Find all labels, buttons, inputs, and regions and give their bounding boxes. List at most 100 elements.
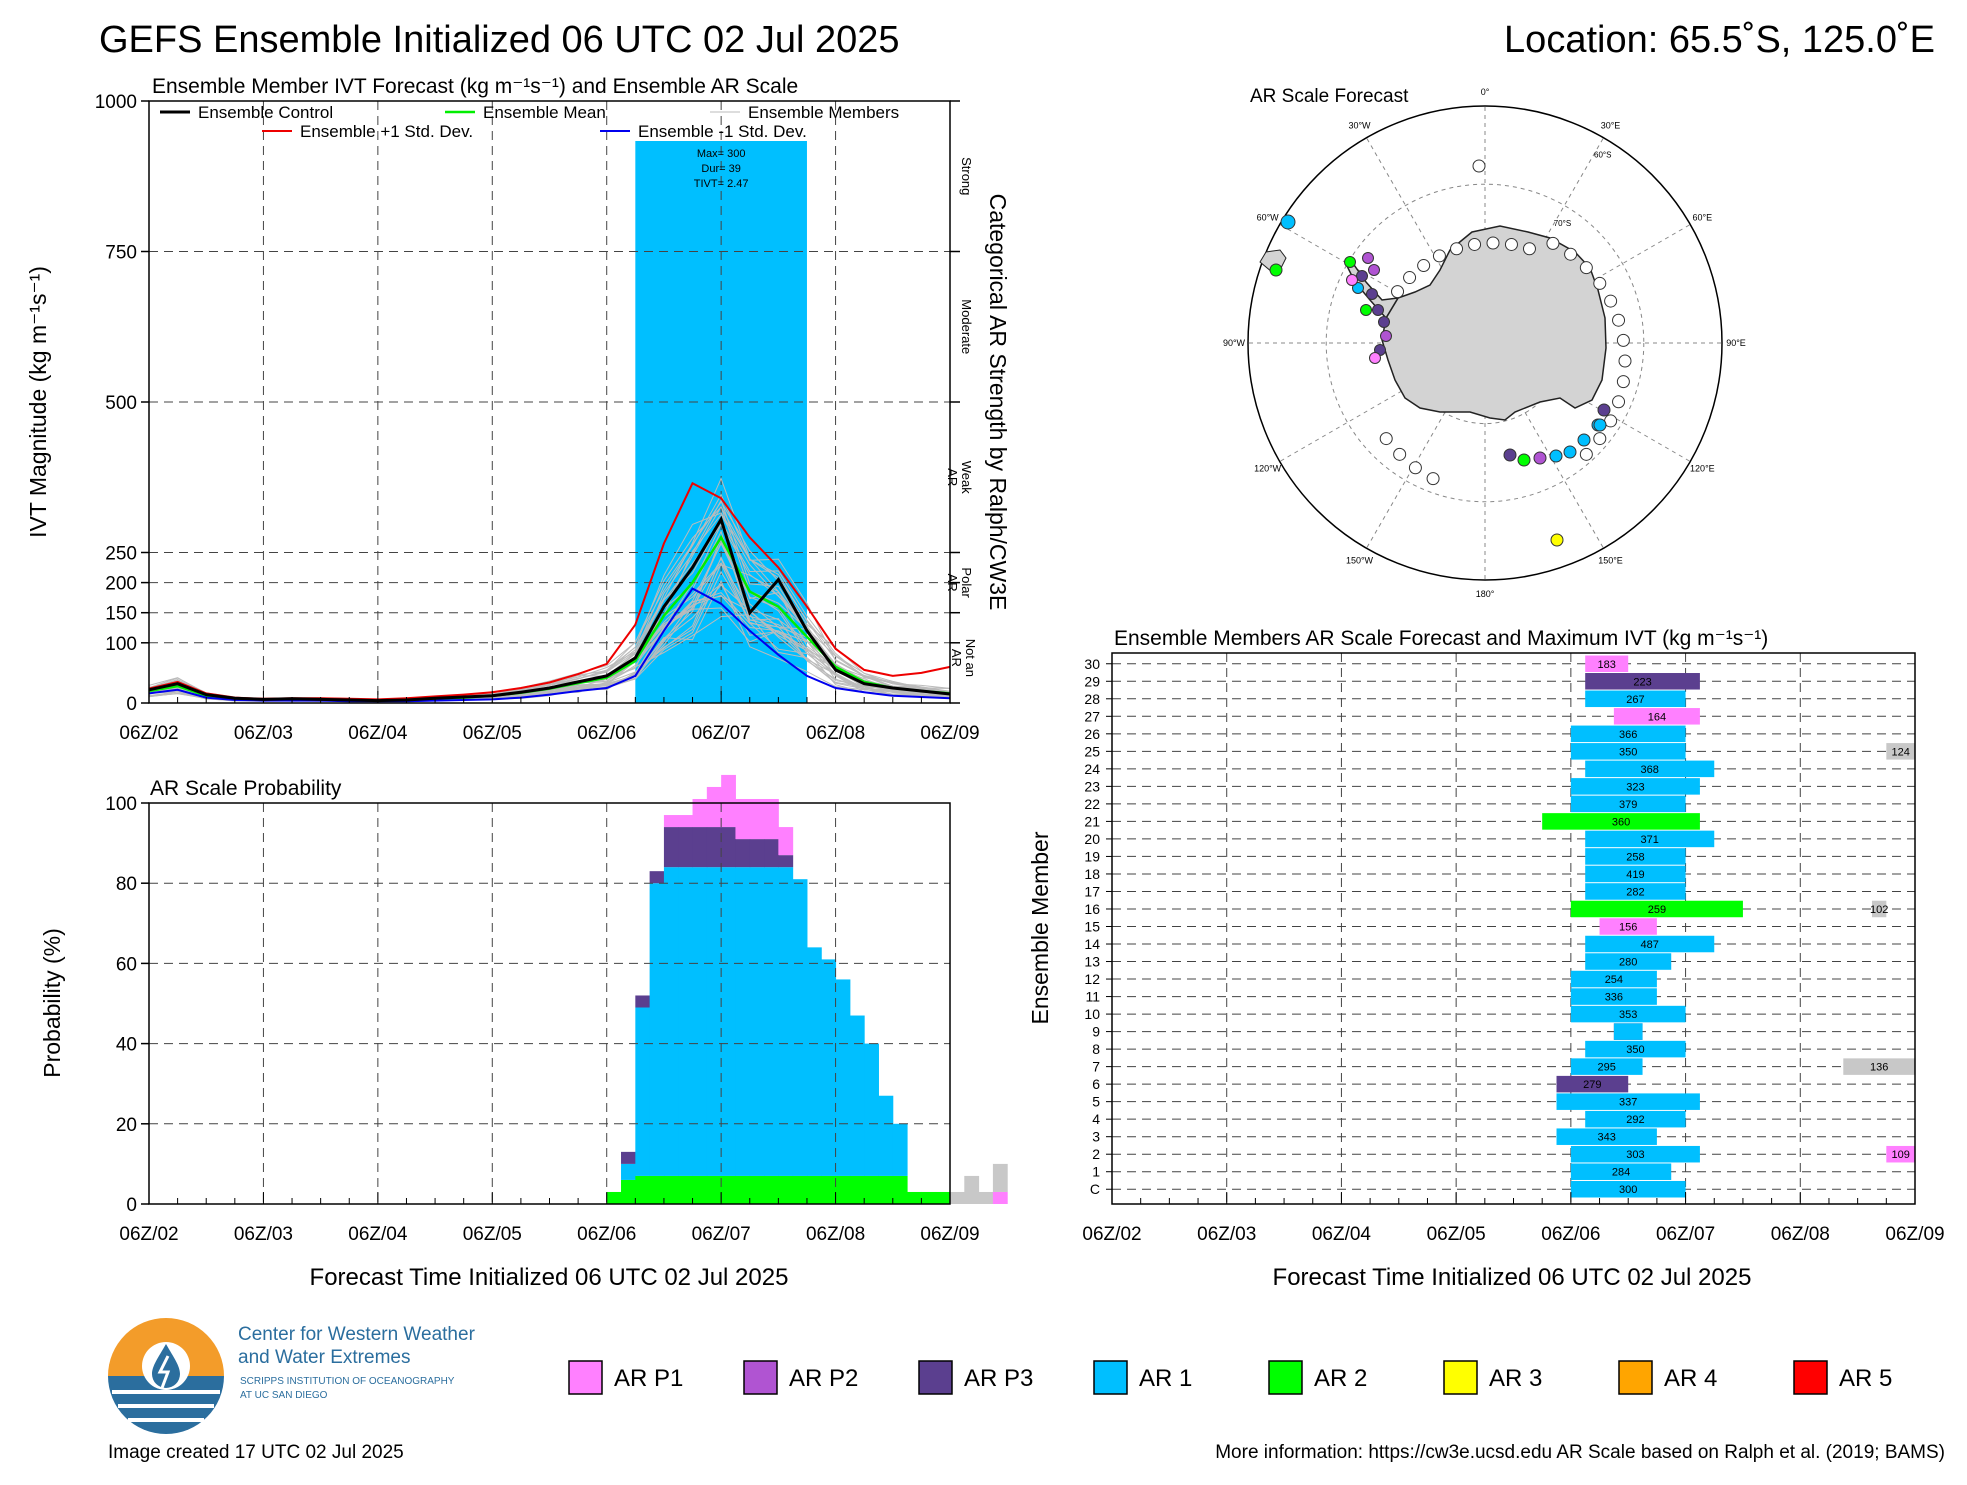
member-y-tick-label: 3 <box>1092 1129 1100 1145</box>
member-max-ivt-label: 300 <box>1619 1184 1637 1196</box>
member-segment-ar1 <box>1585 1110 1686 1128</box>
map-meridian-label: 120°W <box>1254 464 1282 474</box>
member-max-ivt-label: 254 <box>1605 974 1623 986</box>
ivt-x-tick-label: 06Z/08 <box>806 723 865 744</box>
member-segment-ar1 <box>1585 830 1715 848</box>
member-x-tick-label: 06Z/02 <box>1082 1224 1141 1245</box>
prob-bar-not-an-ar <box>964 1175 980 1204</box>
prob-x-tick-label: 06Z/04 <box>348 1224 408 1245</box>
member-max-ivt-label: 223 <box>1633 676 1651 688</box>
legend-label: Ensemble -1 Std. Dev. <box>638 122 807 141</box>
member-segment-ar-p1 <box>1585 655 1629 673</box>
prob-bar-ar-1 <box>621 1163 636 1180</box>
ar-marker-dot <box>1564 247 1578 261</box>
prob-bar-ar-p1 <box>778 827 794 856</box>
member-rows: 300 284 303 109 343 292 337 279 295 136 350 353 336 2… <box>1542 655 1915 1198</box>
prob-bar-ar-2 <box>764 1175 779 1204</box>
prob-x-tick-label: 06Z/05 <box>463 1224 522 1245</box>
prob-bar-ar-2 <box>721 1175 736 1204</box>
prob-bar-ar-p1 <box>749 798 765 840</box>
member-axes: C123456789101112131415161718192021222324… <box>1082 656 1944 1245</box>
ar-category-label: WeakAR <box>945 461 974 494</box>
prob-bar-ar-1 <box>821 959 837 1176</box>
probability-x-axis-title: Forecast Time Initialized 06 UTC 02 Jul … <box>310 1264 789 1291</box>
prob-bar-ar-2 <box>878 1175 894 1204</box>
member-segment-ar1 <box>1585 953 1672 970</box>
ivt-y-tick-label: 250 <box>105 544 137 565</box>
prob-bar-ar-2 <box>892 1175 908 1204</box>
member-max-ivt-label: 164 <box>1648 711 1666 723</box>
member-segment-ar1 <box>1570 970 1657 988</box>
prob-bar-ar-p3 <box>735 839 751 868</box>
prob-y-tick-label: 40 <box>116 1035 137 1056</box>
prob-bar-ar-1 <box>678 867 694 1176</box>
ar-marker-dot <box>1450 242 1464 256</box>
ensemble-member-line <box>148 556 951 702</box>
ivt-x-tick-label: 06Z/06 <box>577 723 636 744</box>
member-y-tick-label: 14 <box>1084 936 1100 952</box>
ar-marker-dot <box>1426 472 1440 486</box>
member-max-ivt-label: 258 <box>1626 851 1644 863</box>
member-y-tick-label: 15 <box>1084 919 1100 935</box>
map-meridian-label: 90°W <box>1223 338 1246 348</box>
member-max-ivt-label: 350 <box>1626 1044 1644 1056</box>
member-segment-ar1 <box>1585 935 1715 953</box>
member-max-ivt-label: 337 <box>1619 1097 1637 1109</box>
map-meridian-label: 60°E <box>1693 213 1713 223</box>
member-segment-not-ar <box>1886 743 1915 760</box>
series-line-ensemble-1-std-dev- <box>148 587 951 703</box>
logo-line2: and Water Extremes <box>238 1347 410 1368</box>
map-parallel-label: 70°S <box>1554 219 1571 228</box>
legend-swatch-ar2 <box>1268 1360 1303 1395</box>
member-max-ivt-label: 336 <box>1605 992 1623 1004</box>
ar-marker-dot <box>1486 236 1500 250</box>
legend-swatch-ar-p1 <box>568 1360 603 1395</box>
member-max-ivt-label: 183 <box>1598 659 1616 671</box>
ar-marker-dot <box>1468 237 1482 251</box>
member-segment-ar1 <box>1570 725 1686 743</box>
member-y-tick-label: 11 <box>1085 989 1100 1005</box>
ar-marker-dot <box>1269 263 1283 277</box>
member-segment-ar1 <box>1556 1093 1700 1110</box>
ensemble-member-line <box>148 562 951 702</box>
member-max-ivt-label: 109 <box>1891 1149 1909 1161</box>
ar-marker-dot <box>1369 352 1381 364</box>
ar-marker-dot <box>1503 448 1517 462</box>
member-segment-ar1 <box>1585 883 1686 900</box>
member-max-ivt-label: 136 <box>1870 1062 1888 1074</box>
ivt-y-tick-label: 500 <box>105 393 137 414</box>
member-y-tick-label: 9 <box>1092 1024 1100 1040</box>
member-max-ivt-label: 379 <box>1619 799 1637 811</box>
ar-marker-dot <box>1533 451 1547 465</box>
member-y-tick-label: 13 <box>1084 954 1100 970</box>
prob-bar-ar-2 <box>635 1175 651 1204</box>
ar-marker-dot <box>1563 445 1577 459</box>
ivt-series-lines <box>148 481 951 703</box>
prob-bar-ar-p1 <box>721 774 736 828</box>
member-y-tick-label: 17 <box>1084 883 1100 899</box>
ar-marker-dot <box>1372 304 1384 316</box>
prob-bar-ar-2 <box>935 1191 951 1204</box>
prob-bar-ar-p1 <box>692 798 708 828</box>
cw3e-logo: Center for Western Weather and Water Ext… <box>108 1318 476 1434</box>
member-segment-not-ar <box>1843 1058 1915 1075</box>
ar-marker-dot <box>1379 432 1393 446</box>
member-segment-ar1 <box>1556 1128 1657 1145</box>
prob-bar-ar-1 <box>706 867 722 1176</box>
ar-marker-dot <box>1546 236 1560 250</box>
ar-marker-dot <box>1368 264 1380 276</box>
prob-bar-ar-p1 <box>678 815 694 828</box>
member-segment-ar1 <box>1585 760 1715 778</box>
member-y-axis-title: Ensemble Member <box>1027 831 1053 1024</box>
ar-marker-dot <box>1417 259 1431 273</box>
member-y-tick-label: 19 <box>1084 848 1100 864</box>
legend-label-ar-p3: AR P3 <box>964 1365 1033 1392</box>
ar-scale-legend: AR P1 AR P2 AR P3 AR 1 AR 2 AR 3 AR 4 AR 5 <box>568 1360 1892 1395</box>
prob-bar-ar-2 <box>806 1175 822 1204</box>
ar-marker-dot <box>1612 395 1626 409</box>
ivt-gridlines <box>149 101 950 703</box>
member-y-tick-label: C <box>1090 1181 1100 1197</box>
ar-marker-dot <box>1522 242 1536 256</box>
prob-bar-ar-2 <box>678 1175 694 1204</box>
member-segment-ar1 <box>1585 1040 1686 1058</box>
